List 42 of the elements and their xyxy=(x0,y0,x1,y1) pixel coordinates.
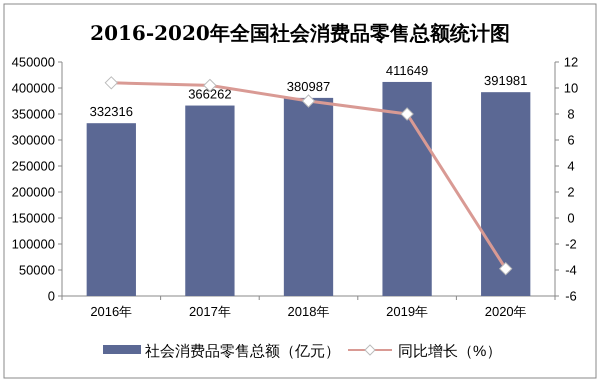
y2-tick-label: 2 xyxy=(567,184,575,200)
y-tick-label: 350000 xyxy=(12,106,55,122)
bar xyxy=(382,82,432,296)
x-tick-label: 2018年 xyxy=(288,304,330,319)
y2-tick-label: 10 xyxy=(564,80,578,96)
x-tick-label: 2019年 xyxy=(386,304,428,319)
y-tick-label: 200000 xyxy=(12,184,55,200)
y2-tick-label: -2 xyxy=(565,236,577,252)
y2-tick-label: -6 xyxy=(565,288,577,304)
bar xyxy=(284,98,334,296)
bar xyxy=(86,123,136,296)
data-label: 411649 xyxy=(386,62,428,78)
y-tick-label: 50000 xyxy=(18,262,55,278)
y-tick-label: 300000 xyxy=(12,132,55,148)
y-tick-label: 250000 xyxy=(12,158,55,174)
y2-tick-label: 6 xyxy=(567,132,575,148)
y2-tick-label: 8 xyxy=(567,106,575,122)
y2-tick-label: 12 xyxy=(564,54,578,70)
point xyxy=(400,108,414,120)
legend-label: 同比增长（%） xyxy=(398,343,502,360)
y2-tick-label: 0 xyxy=(567,210,575,226)
point xyxy=(499,262,512,276)
y-tick-label: 100000 xyxy=(12,236,55,252)
bar xyxy=(481,92,530,296)
y2-tick-label: -4 xyxy=(565,262,577,278)
point xyxy=(302,94,315,108)
x-tick-label: 2020年 xyxy=(484,304,527,319)
data-label: 380987 xyxy=(286,78,330,94)
y-tick-label: 0 xyxy=(48,288,55,304)
y-tick-label: 150000 xyxy=(12,210,55,226)
legend-label: 社会消费品零售总额（亿元） xyxy=(145,343,340,360)
chart-title: 2016-2020年全国社会消费品零售总额统计图 xyxy=(90,21,510,45)
y-tick-label: 400000 xyxy=(12,80,55,96)
data-label: 391981 xyxy=(484,73,528,88)
bar xyxy=(185,106,235,296)
data-label: 332316 xyxy=(90,104,133,120)
y-tick-label: 450000 xyxy=(12,54,55,70)
point xyxy=(104,76,118,90)
x-tick-label: 2016年 xyxy=(90,304,132,319)
x-tick-label: 2017年 xyxy=(188,304,231,319)
y2-tick-label: 4 xyxy=(567,158,575,174)
data-label: 366262 xyxy=(188,86,232,102)
